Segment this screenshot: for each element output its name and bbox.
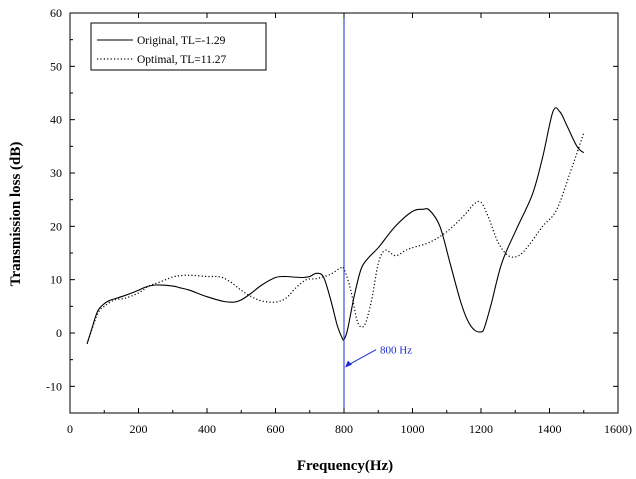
legend-label: Original, TL=-1.29 xyxy=(137,35,226,47)
y-tick-label: 30 xyxy=(50,166,62,180)
legend: Original, TL=-1.29 Optimal, TL=11.27 xyxy=(90,22,267,71)
annotation-layer: 800 Hz xyxy=(343,13,412,413)
x-tick-label: 800 xyxy=(335,422,353,436)
x-tick-label: 400 xyxy=(198,422,216,436)
annotation-arrow-line xyxy=(346,349,377,367)
x-axis-title: Frequency(Hz) xyxy=(297,458,393,474)
y-tick-label: -10 xyxy=(46,379,62,393)
x-tick-label: 1600) xyxy=(604,422,632,436)
series-line-optimal xyxy=(86,132,585,344)
x-tick-label: 1000 xyxy=(401,422,425,436)
annotation-label-800hz: 800 Hz xyxy=(380,345,412,357)
legend-label: Optimal, TL=11.27 xyxy=(137,54,226,66)
legend-box xyxy=(90,22,267,71)
y-tick-label: 20 xyxy=(50,219,62,233)
x-tick-label: 0 xyxy=(67,422,73,436)
tick-layer: 0 200 400 600 800 1000 1200 1400 1600) -10 0 10 20 30… xyxy=(46,6,632,436)
x-tick-label: 200 xyxy=(130,422,148,436)
series-line-original xyxy=(86,107,585,344)
x-tick-label: 1400 xyxy=(538,422,562,436)
y-tick-label: 10 xyxy=(50,273,62,287)
x-tick-label: 1200 xyxy=(469,422,493,436)
y-tick-label: 0 xyxy=(56,326,62,340)
y-tick-label: 50 xyxy=(50,59,62,73)
y-axis-title: Transmission loss (dB) xyxy=(8,142,24,287)
y-tick-label: 40 xyxy=(50,113,62,127)
x-tick-label: 600 xyxy=(267,422,285,436)
series-layer xyxy=(86,107,585,344)
y-tick-label: 60 xyxy=(50,6,62,20)
annotation-arrow-head xyxy=(345,360,352,368)
